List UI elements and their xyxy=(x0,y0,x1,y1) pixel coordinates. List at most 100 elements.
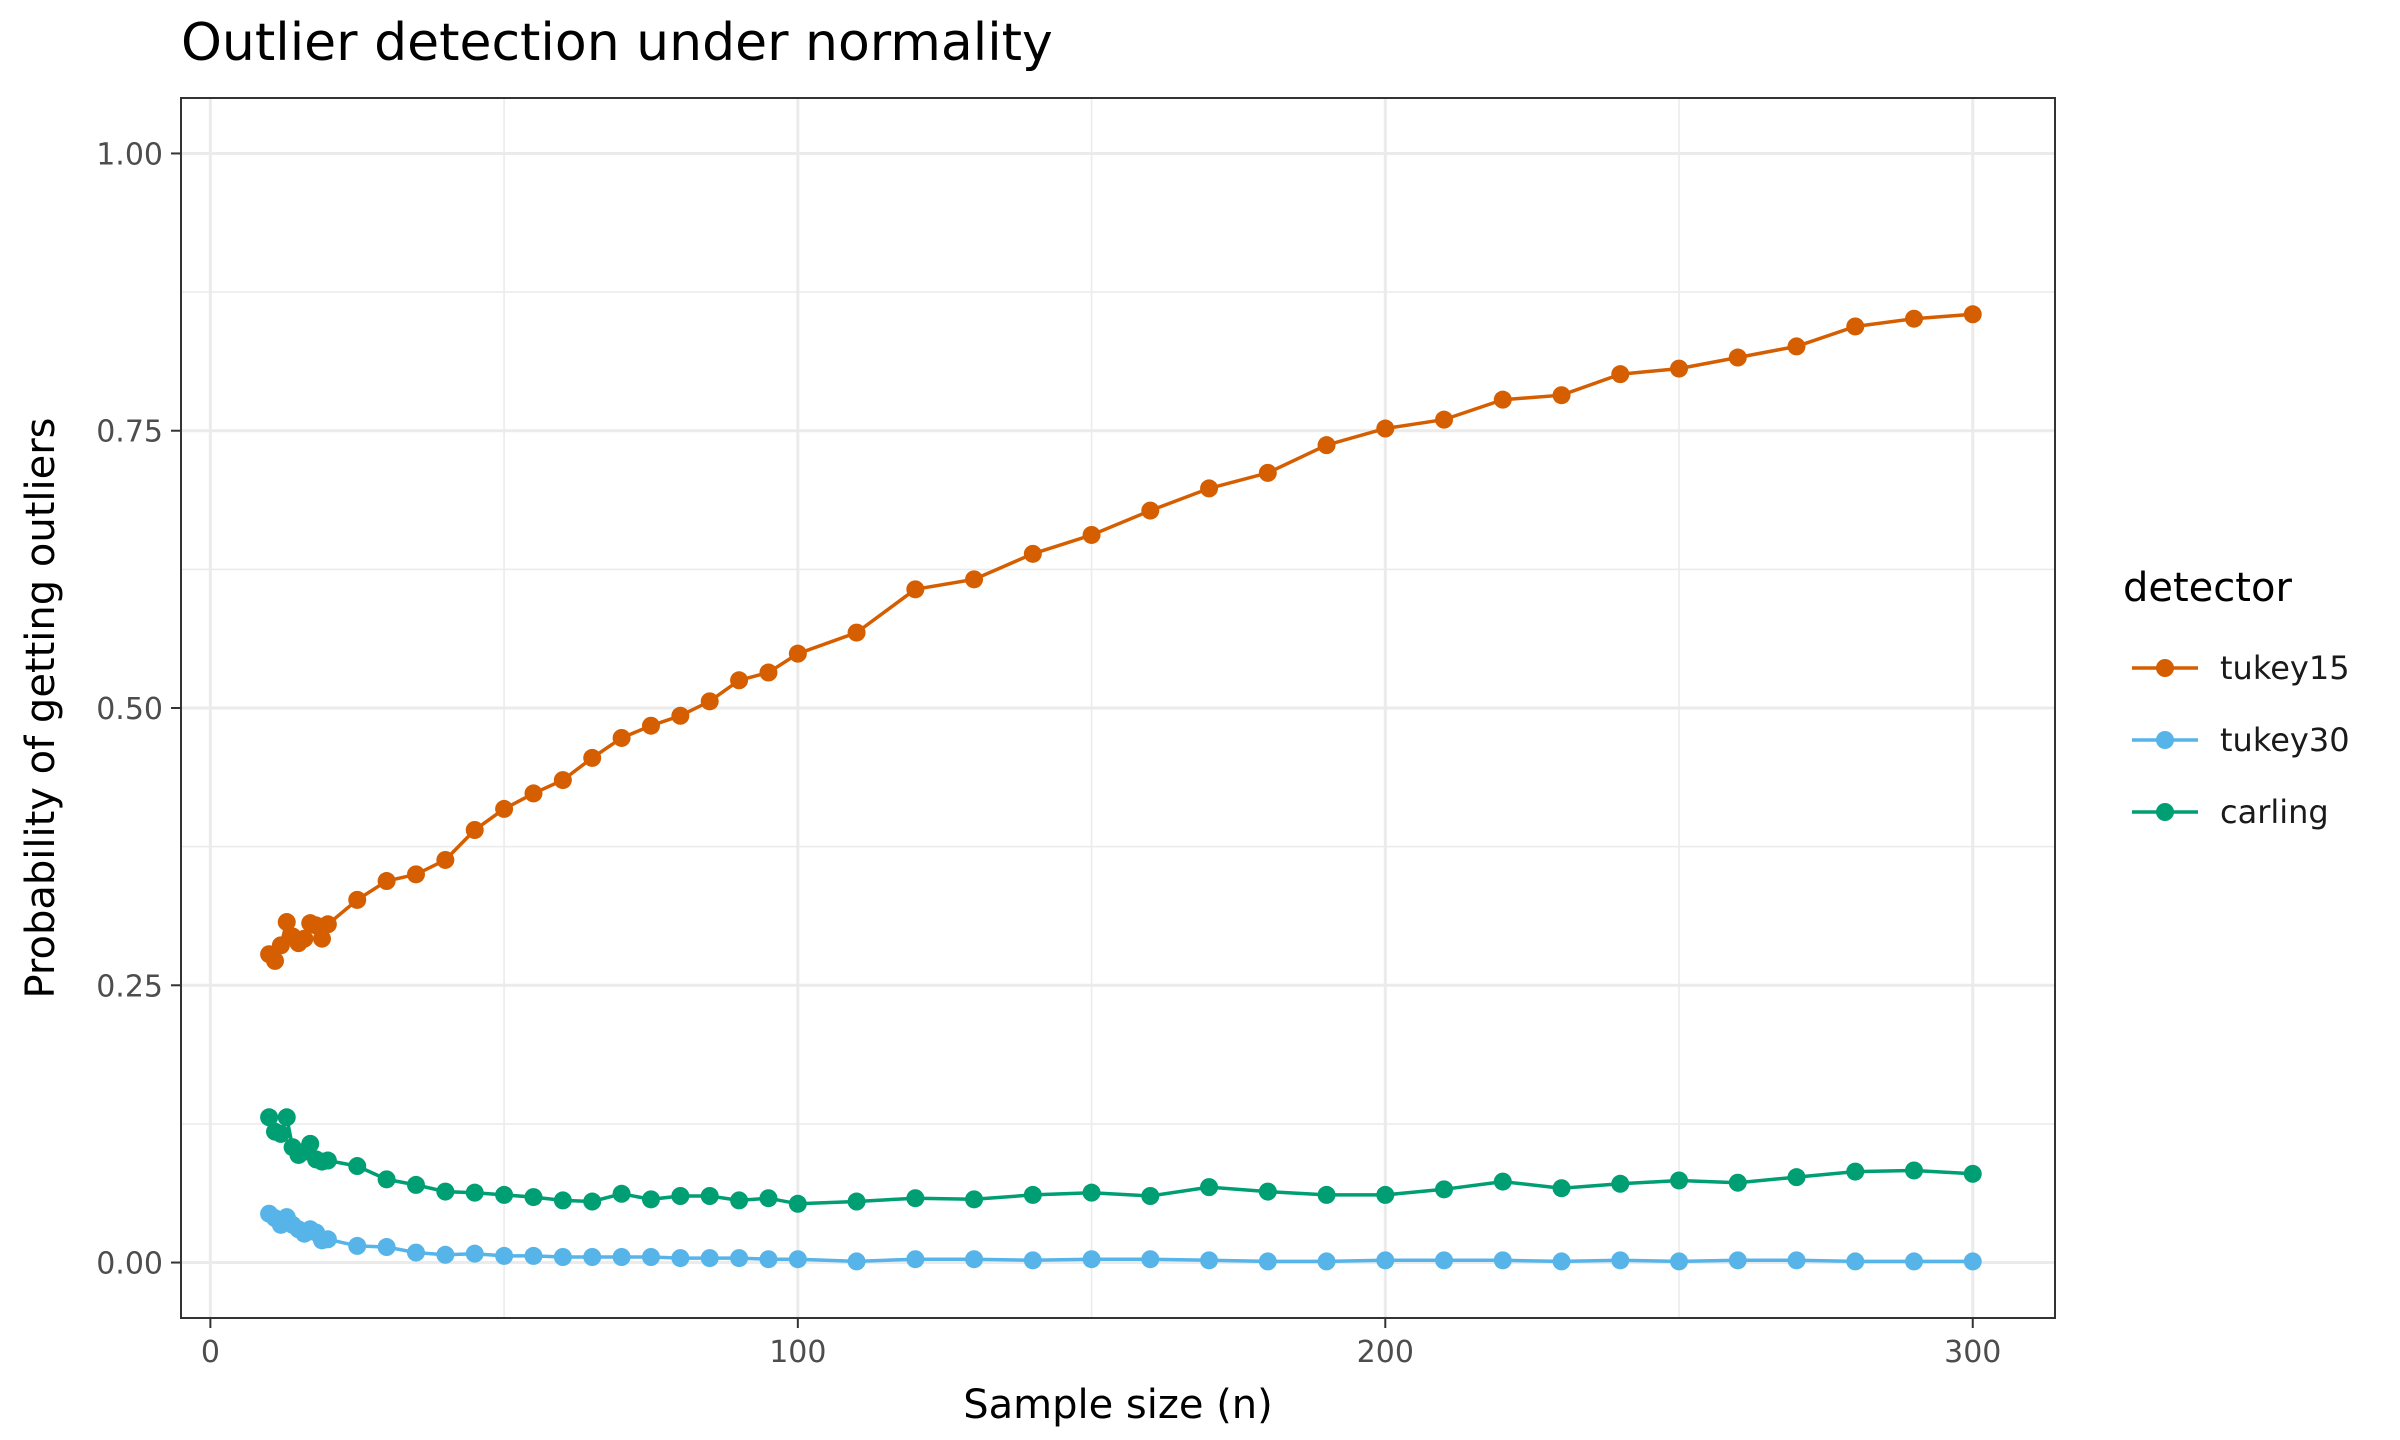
data-point-tukey15 xyxy=(348,890,367,909)
data-point-tukey15 xyxy=(1670,359,1689,378)
data-point-tukey15 xyxy=(277,913,296,932)
legend-items: tukey15 tukey30 carling xyxy=(2132,649,2350,831)
legend-title: detector xyxy=(2123,565,2292,611)
data-point-carling xyxy=(1905,1161,1924,1180)
series-carling xyxy=(260,1108,1982,1213)
data-point-tukey30 xyxy=(1905,1252,1924,1271)
legend-item-tukey15: tukey15 xyxy=(2132,649,2350,687)
data-point-tukey15 xyxy=(495,799,514,818)
data-point-carling xyxy=(1670,1171,1689,1190)
data-point-tukey15 xyxy=(965,570,984,589)
data-point-carling xyxy=(583,1192,602,1211)
data-point-carling xyxy=(1258,1182,1277,1201)
data-point-carling xyxy=(1376,1185,1395,1204)
data-point-tukey30 xyxy=(965,1250,984,1269)
data-point-carling xyxy=(465,1183,484,1202)
data-point-tukey15 xyxy=(700,692,719,711)
data-point-carling xyxy=(524,1188,543,1207)
data-point-tukey30 xyxy=(847,1252,866,1271)
data-point-tukey15 xyxy=(1846,317,1865,336)
data-point-carling xyxy=(759,1189,778,1208)
data-point-tukey30 xyxy=(1611,1251,1630,1270)
data-point-tukey30 xyxy=(1670,1252,1689,1271)
data-point-tukey30 xyxy=(759,1250,778,1269)
data-point-tukey30 xyxy=(583,1248,602,1266)
data-point-carling xyxy=(301,1134,320,1153)
data-point-carling xyxy=(406,1175,425,1194)
data-point-tukey15 xyxy=(641,716,660,735)
y-axis: 0.00 0.25 0.50 0.75 1.00 xyxy=(96,137,181,1282)
x-axis-title: Sample size (n) xyxy=(963,1382,1273,1428)
data-point-tukey30 xyxy=(1963,1252,1982,1271)
data-point-tukey15 xyxy=(1082,525,1101,544)
data-point-tukey30 xyxy=(1552,1252,1571,1271)
data-point-carling xyxy=(1552,1179,1571,1198)
data-point-carling xyxy=(348,1157,367,1176)
data-point-tukey30 xyxy=(318,1230,337,1249)
legend-item-carling: carling xyxy=(2132,793,2329,831)
data-point-carling xyxy=(847,1192,866,1211)
legend-key-point xyxy=(2156,659,2174,677)
data-point-tukey15 xyxy=(465,821,484,839)
data-point-carling xyxy=(495,1185,514,1204)
data-point-carling xyxy=(271,1124,290,1143)
data-point-tukey15 xyxy=(1611,365,1630,384)
data-point-carling xyxy=(906,1189,925,1208)
plot-series xyxy=(260,305,1982,1271)
data-point-tukey15 xyxy=(524,784,543,803)
y-tick-label: 1.00 xyxy=(96,137,163,172)
data-point-tukey15 xyxy=(583,748,602,767)
series-line-tukey15 xyxy=(267,312,1973,965)
data-point-tukey30 xyxy=(1376,1251,1395,1270)
data-point-carling xyxy=(553,1191,572,1210)
data-point-tukey15 xyxy=(436,850,455,869)
x-tick-label: 200 xyxy=(1357,1335,1414,1370)
data-point-carling xyxy=(277,1108,296,1127)
data-point-tukey15 xyxy=(1493,390,1512,409)
y-tick-label: 0.00 xyxy=(96,1247,163,1282)
data-point-tukey15 xyxy=(1552,386,1571,405)
data-point-tukey15 xyxy=(1963,305,1982,324)
legend-item-tukey30: tukey30 xyxy=(2132,721,2350,759)
data-point-tukey15 xyxy=(730,671,749,690)
data-point-tukey30 xyxy=(671,1249,690,1268)
y-tick-label: 0.50 xyxy=(96,692,163,727)
data-point-tukey30 xyxy=(406,1243,425,1262)
data-point-carling xyxy=(1787,1168,1806,1187)
data-point-tukey30 xyxy=(1317,1252,1336,1271)
data-point-carling xyxy=(671,1187,690,1205)
data-point-carling xyxy=(612,1184,631,1203)
data-point-carling xyxy=(260,1108,279,1127)
data-point-carling xyxy=(1611,1174,1630,1193)
data-point-tukey15 xyxy=(406,865,425,884)
data-point-tukey30 xyxy=(906,1250,925,1269)
data-point-tukey30 xyxy=(730,1249,749,1268)
data-point-carling xyxy=(1082,1183,1101,1202)
data-point-carling xyxy=(1963,1164,1982,1183)
data-point-tukey30 xyxy=(495,1246,514,1265)
data-point-tukey30 xyxy=(1846,1252,1865,1271)
data-point-carling xyxy=(377,1170,396,1189)
data-point-tukey30 xyxy=(1082,1250,1101,1269)
data-point-tukey15 xyxy=(265,951,284,970)
legend-label: carling xyxy=(2220,793,2329,831)
data-point-tukey15 xyxy=(318,915,337,934)
data-point-tukey15 xyxy=(671,706,690,725)
data-point-carling xyxy=(788,1194,807,1213)
data-point-tukey15 xyxy=(1435,410,1454,429)
data-point-tukey30 xyxy=(788,1250,807,1269)
data-point-tukey15 xyxy=(553,771,572,790)
data-point-tukey30 xyxy=(1728,1251,1747,1270)
x-axis: 0 100 200 300 xyxy=(201,1318,2001,1370)
data-point-tukey30 xyxy=(348,1236,367,1255)
data-point-carling xyxy=(1200,1178,1219,1197)
legend-key-point xyxy=(2156,731,2174,749)
data-point-tukey15 xyxy=(906,580,925,599)
data-point-tukey15 xyxy=(1200,479,1219,498)
data-point-carling xyxy=(1728,1173,1747,1192)
data-point-tukey15 xyxy=(1023,544,1042,563)
data-point-tukey15 xyxy=(295,929,314,948)
data-point-tukey15 xyxy=(1258,463,1277,482)
series-line-carling xyxy=(267,1110,1973,1206)
data-point-carling xyxy=(1317,1185,1336,1204)
